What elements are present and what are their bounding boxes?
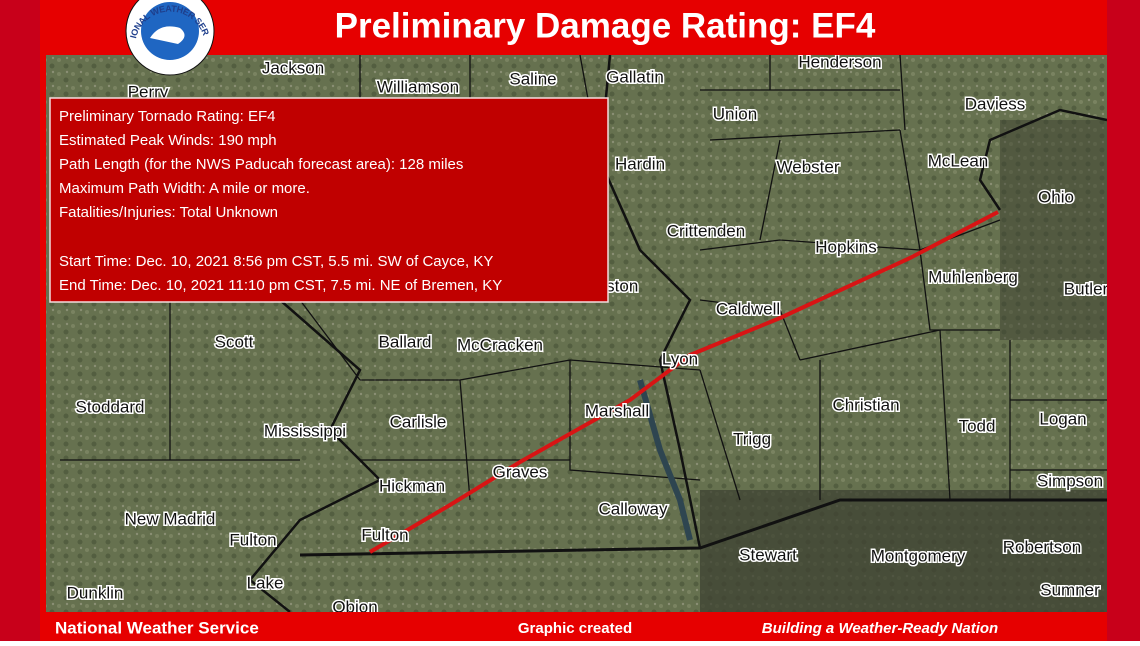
- county-label: Logan: [1039, 409, 1086, 428]
- county-label: Hopkins: [815, 237, 876, 256]
- county-label: Crittenden: [667, 221, 745, 240]
- county-label: Calloway: [599, 499, 668, 518]
- info-box: [49, 97, 609, 303]
- county-label: Gallatin: [606, 67, 664, 86]
- side-stripe: [0, 0, 40, 641]
- logo-cloud: [150, 26, 185, 44]
- footer-left: National Weather Service: [55, 618, 259, 637]
- info-text: Preliminary Tornado Rating: EF4 Estimated…: [59, 108, 502, 294]
- footer-right: Building a Weather-Ready Nation: [762, 620, 998, 637]
- county-label: Christian: [832, 395, 899, 414]
- county-label: New Madrid: [125, 509, 216, 528]
- county-label: McCracken: [457, 335, 543, 354]
- county-label: Scott: [215, 332, 254, 351]
- county-label: Obion: [332, 597, 377, 616]
- info-line: Fatalities/Injuries: Total Unknown: [59, 204, 278, 221]
- side-stripe: [1107, 0, 1140, 641]
- tornado-path: [368, 210, 999, 554]
- county-label: Stewart: [739, 545, 797, 564]
- footer-center: Graphic created: [518, 620, 632, 637]
- county-label: Saline: [509, 69, 556, 88]
- county-label: Fulton: [229, 530, 276, 549]
- county-label: Robertson: [1003, 537, 1081, 556]
- info-time: Start Time: Dec. 10, 2021 8:56 pm CST, 5…: [59, 253, 493, 270]
- county-label: Carlisle: [390, 412, 447, 431]
- county-label: Simpson: [1037, 471, 1103, 490]
- county-label: Hardin: [615, 154, 665, 173]
- county-label: Lyon: [662, 349, 698, 368]
- county-label: Webster: [777, 157, 840, 176]
- county-label: Jackson: [262, 58, 324, 77]
- county-label: Ballard: [379, 332, 432, 351]
- info-line: Preliminary Tornado Rating: EF4: [59, 108, 276, 125]
- county-label: Montgomery: [871, 546, 966, 565]
- county-label: Muhlenberg: [928, 267, 1018, 286]
- title: Preliminary Damage Rating: EF4: [335, 6, 876, 45]
- county-label: Mississippi: [264, 421, 346, 440]
- county-label: Caldwell: [716, 299, 780, 318]
- county-label: Ohio: [1038, 187, 1074, 206]
- county-label: Hickman: [379, 476, 445, 495]
- info-line: Estimated Peak Winds: 190 mph: [59, 132, 277, 149]
- county-label: Sumner: [1040, 580, 1100, 599]
- county-label: McLean: [928, 151, 988, 170]
- county-label: Union: [713, 104, 757, 123]
- county-label: Marshall: [585, 401, 649, 420]
- county-label: Trigg: [733, 429, 771, 448]
- lake: [637, 379, 693, 541]
- county-label: Dunklin: [67, 583, 124, 602]
- county-label: Henderson: [798, 52, 881, 71]
- region-shade: [1000, 120, 1107, 340]
- info-line: Path Length (for the NWS Paducah forecas…: [59, 156, 463, 173]
- county-label: Daviess: [965, 94, 1025, 113]
- info-line: Maximum Path Width: A mile or more.: [59, 180, 310, 197]
- county-label: Stoddard: [76, 397, 145, 416]
- county-label: Butler: [1064, 279, 1109, 298]
- tennessee-shade: [700, 490, 1107, 612]
- info-time: End Time: Dec. 10, 2021 11:10 pm CST, 7.…: [59, 277, 502, 294]
- county-label: Todd: [959, 416, 996, 435]
- county-label: Graves: [493, 462, 548, 481]
- county-label: Fulton: [361, 525, 408, 544]
- county-label: Williamson: [377, 77, 459, 96]
- county-label: Lake: [247, 573, 284, 592]
